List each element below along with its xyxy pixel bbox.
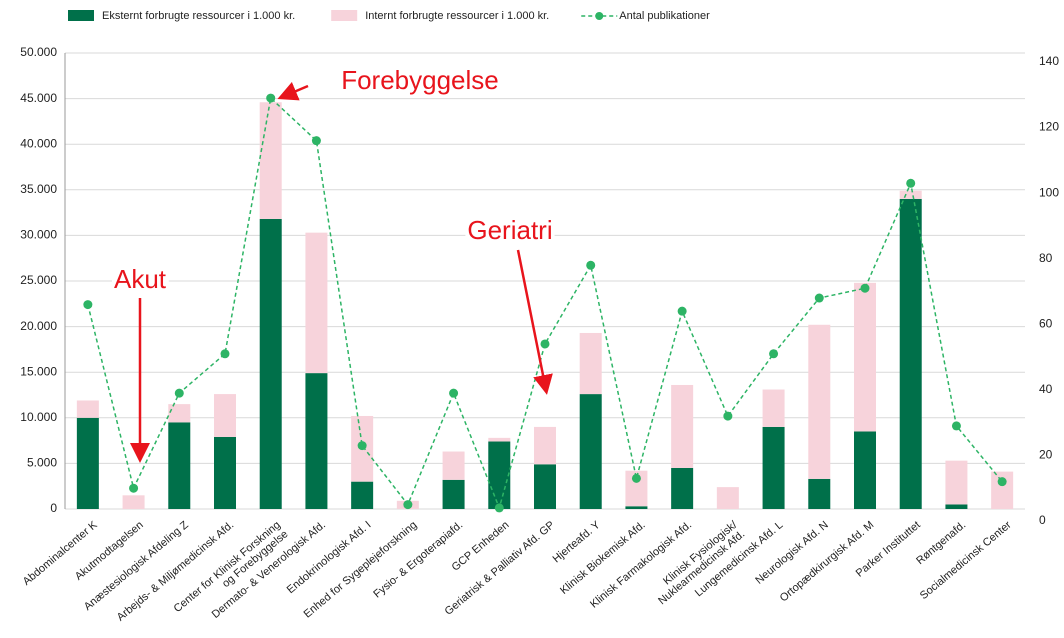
publications-dot xyxy=(586,260,596,270)
y2-tick-label: 140 xyxy=(1039,54,1059,68)
publications-dot xyxy=(494,503,504,513)
bar-segment xyxy=(945,460,968,505)
y-tick-label: 20.000 xyxy=(20,319,57,333)
bar-segment xyxy=(488,437,511,442)
bar-segment xyxy=(534,426,556,465)
bar-segment xyxy=(214,436,236,509)
bar-segment xyxy=(488,441,511,509)
legend-swatch xyxy=(331,10,358,21)
y-tick-label: 50.000 xyxy=(20,45,57,59)
bar-segment xyxy=(579,332,602,395)
bar-segment xyxy=(168,422,191,509)
publications-dot xyxy=(83,300,93,310)
y-tick-label: 30.000 xyxy=(20,228,57,242)
y2-tick-label: 80 xyxy=(1039,251,1053,265)
publications-dot xyxy=(951,421,961,431)
publications-dot xyxy=(266,93,276,103)
bar-segment xyxy=(899,190,922,199)
legend-dot xyxy=(595,12,604,20)
bar-segment xyxy=(808,324,831,479)
bar-segment xyxy=(854,282,876,432)
y2-tick-label: 120 xyxy=(1039,120,1059,134)
publications-dot xyxy=(906,178,916,188)
bar-segment xyxy=(351,481,374,509)
bar-segment xyxy=(625,506,648,509)
bar-segment xyxy=(579,394,602,509)
publications-dot xyxy=(540,339,550,349)
bar-segment xyxy=(442,479,465,509)
bar-segment xyxy=(991,471,1014,509)
bar-segment xyxy=(76,400,99,418)
publications-line xyxy=(87,96,1003,511)
bar-segment xyxy=(442,451,465,480)
publications-dot xyxy=(174,388,184,398)
legend-label: Eksternt forbrugte ressourcer i 1.000 kr… xyxy=(102,10,295,22)
bar-segment xyxy=(214,394,236,437)
bar-segment xyxy=(76,417,99,509)
y-tick-label: 25.000 xyxy=(20,273,57,287)
y-tick-label: 5.000 xyxy=(27,456,57,470)
publications-dot xyxy=(403,500,413,510)
publications-dot xyxy=(677,306,687,316)
bar-segment xyxy=(305,373,328,509)
y-tick-label: 0 xyxy=(50,501,57,515)
bar-segment xyxy=(716,487,739,509)
y2-tick-label: 0 xyxy=(1039,513,1046,527)
annotation: Akut xyxy=(114,264,167,294)
bar-segment xyxy=(808,478,831,509)
publications-dot xyxy=(220,349,230,359)
bar-segment xyxy=(534,464,556,509)
bar-segment xyxy=(122,495,145,509)
bar-segment xyxy=(762,389,785,427)
bar-segment xyxy=(671,467,694,509)
bar-segment xyxy=(945,504,968,509)
publications-dot xyxy=(357,441,367,451)
bar-segment xyxy=(854,431,876,509)
y-tick-label: 35.000 xyxy=(20,182,57,196)
legend-label: Antal publikationer xyxy=(619,10,710,22)
y-tick-label: 40.000 xyxy=(20,136,57,150)
publications-dot xyxy=(311,136,321,146)
annotation-bg xyxy=(339,64,501,95)
bar-segment xyxy=(762,426,785,509)
bar-segment xyxy=(671,384,694,468)
legend-swatch xyxy=(68,10,94,21)
bar-segment xyxy=(305,232,328,374)
annotation-bg xyxy=(465,214,555,245)
publications-dot xyxy=(723,411,733,421)
y2-tick-label: 20 xyxy=(1039,448,1053,462)
bar-segment xyxy=(168,404,191,423)
y-tick-label: 10.000 xyxy=(20,410,57,424)
bar-segment xyxy=(899,198,922,510)
annotation: Forebyggelse xyxy=(341,65,499,95)
annotation-arrows xyxy=(130,81,553,463)
publications-dot xyxy=(631,473,641,483)
publications-dot xyxy=(769,349,779,359)
publications-dot xyxy=(814,293,824,303)
arrow xyxy=(516,249,553,395)
legend-label: Internt forbrugte ressourcer i 1.000 kr. xyxy=(365,10,549,22)
annotation: Geriatri xyxy=(467,215,552,245)
y-tick-label: 45.000 xyxy=(20,91,57,105)
publications-dot xyxy=(860,283,870,293)
y2-tick-label: 100 xyxy=(1039,185,1059,199)
bar-segment xyxy=(259,102,282,219)
publications-dot xyxy=(129,483,139,493)
arrow xyxy=(277,81,309,101)
publications-dot xyxy=(997,477,1007,487)
annotation-bg xyxy=(111,263,169,294)
y-tick-label: 15.000 xyxy=(20,364,57,378)
publications-dot xyxy=(449,388,459,398)
bar-segment xyxy=(625,470,648,507)
y2-tick-label: 40 xyxy=(1039,382,1053,396)
y2-tick-label: 60 xyxy=(1039,316,1053,330)
bar-segment xyxy=(259,218,282,509)
